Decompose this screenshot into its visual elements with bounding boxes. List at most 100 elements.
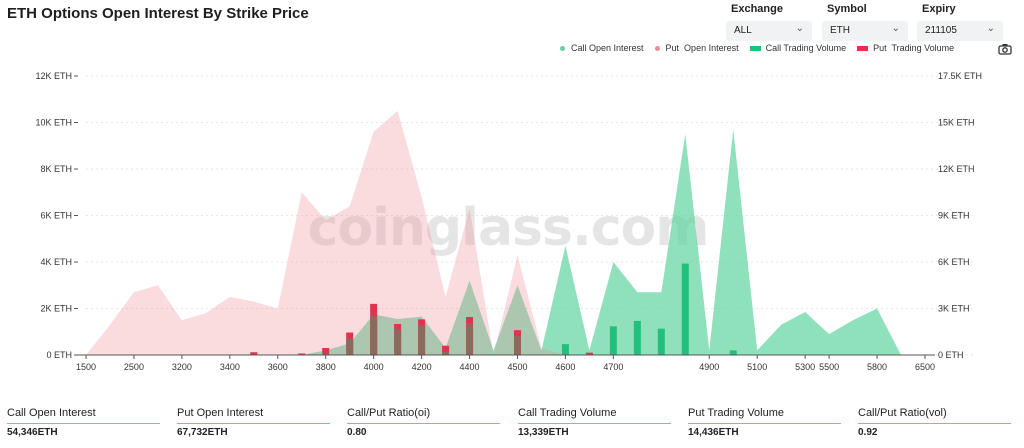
stat-value: 0.80	[347, 427, 367, 438]
y-right-tick-label: 9K ETH	[938, 211, 970, 221]
y-left-tick-label: 12K ETH	[35, 71, 72, 81]
y-left-tick-label: 8K ETH	[40, 164, 72, 174]
y-left-tick-label: 4K ETH	[40, 257, 72, 267]
symbol-value: ETH	[830, 25, 850, 36]
stat-value: 0.92	[858, 427, 878, 438]
x-tick-label: 3400	[220, 362, 240, 372]
put-volume-bar-overlay	[466, 323, 474, 355]
stat-underline	[858, 423, 1011, 424]
stat-underline	[7, 423, 160, 424]
stat-label: Put Trading Volume	[688, 407, 785, 419]
stat-value: 67,732ETH	[177, 427, 228, 438]
stat-underline	[177, 423, 330, 424]
put-volume-bar	[298, 353, 306, 355]
stat-ratio-vol: Call/Put Ratio(vol) 0.92	[858, 405, 1011, 438]
watermark: coinglass.com	[308, 198, 709, 258]
stat-underline	[347, 423, 500, 424]
x-tick-label: 3800	[316, 362, 336, 372]
x-tick-label: 4700	[603, 362, 623, 372]
legend-item-call-volume[interactable]: Call Trading Volume	[749, 43, 847, 53]
x-tick-label: 6500	[915, 362, 935, 372]
put-volume-bar-overlay	[370, 316, 378, 355]
expiry-dropdown[interactable]: 211105 ⌄	[917, 21, 1003, 41]
y-left-tick-label: 6K ETH	[40, 211, 72, 221]
legend-item-put-volume[interactable]: Put Trading Volume	[857, 43, 954, 53]
open-interest-chart: coinglass.com 12K ETH 10K ETH 8K ETH 6K ETH…	[35, 71, 982, 372]
x-tick-label: 4900	[699, 362, 719, 372]
put-volume-bar	[322, 348, 330, 355]
x-tick-label: 5800	[867, 362, 887, 372]
legend-item-put-oi[interactable]: Put Open Interest	[654, 43, 739, 53]
x-tick-label: 3600	[268, 362, 288, 372]
y-left-tick-label: 2K ETH	[40, 304, 72, 314]
put-volume-bar-overlay	[513, 336, 521, 355]
x-tick-label: 4200	[412, 362, 432, 372]
page-title: ETH Options Open Interest By Strike Pric…	[7, 5, 309, 22]
y-right-tick-label: 0 ETH	[938, 350, 964, 360]
chevron-down-icon: ⌄	[891, 23, 900, 34]
legend-marker	[749, 45, 761, 51]
y-left-tick-label: 0 ETH	[46, 350, 72, 360]
put-volume-bar-overlay	[346, 338, 354, 355]
call-volume-bar	[657, 328, 665, 355]
x-tick-label: 1500	[76, 362, 96, 372]
symbol-label: Symbol	[827, 3, 867, 15]
legend-label: Call Trading Volume	[765, 43, 847, 53]
exchange-value: ALL	[734, 25, 752, 36]
exchange-selector[interactable]: Exchange ALL ⌄	[726, 3, 812, 41]
x-tick-label: 3200	[172, 362, 192, 372]
put-volume-bar-overlay	[394, 330, 402, 355]
put-volume-bar	[585, 352, 593, 355]
stat-put-volume: Put Trading Volume 14,436ETH	[688, 405, 841, 438]
chart-axes: 12K ETH 10K ETH 8K ETH 6K ETH 4K ETH 2K ETH 0 …	[35, 71, 982, 372]
exchange-dropdown[interactable]: ALL ⌄	[726, 21, 812, 41]
expiry-value: 211105	[925, 25, 957, 36]
put-volume-bar	[442, 345, 450, 355]
legend-label: Call Open Interest	[571, 43, 644, 53]
x-tick-label: 5300	[795, 362, 815, 372]
stat-ratio-oi: Call/Put Ratio(oi) 0.80	[347, 405, 500, 438]
call-volume-bar	[681, 263, 689, 355]
y-right-tick-label: 12K ETH	[938, 164, 975, 174]
stat-put-oi: Put Open Interest 67,732ETH	[177, 405, 330, 438]
x-tick-label: 2500	[124, 362, 144, 372]
stat-call-volume: Call Trading Volume 13,339ETH	[518, 405, 671, 438]
summary-stats: Call Open Interest 54,346ETH Put Open In…	[0, 405, 1024, 448]
stat-label: Call/Put Ratio(oi)	[347, 407, 431, 419]
y-right-tick-label: 17.5K ETH	[938, 71, 982, 81]
y-right-tick-label: 6K ETH	[938, 257, 970, 267]
y-right-tick-label: 15K ETH	[938, 118, 975, 128]
symbol-dropdown[interactable]: ETH ⌄	[822, 21, 908, 41]
area-series	[86, 110, 925, 355]
y-right-tick-label: 3K ETH	[938, 304, 970, 314]
legend-item-call-oi[interactable]: Call Open Interest	[560, 43, 644, 53]
stat-call-oi: Call Open Interest 54,346ETH	[7, 405, 160, 438]
stat-label: Put Open Interest	[177, 407, 264, 419]
put-volume-bar-overlay	[418, 325, 426, 355]
stat-underline	[688, 423, 841, 424]
x-tick-label: 4000	[364, 362, 384, 372]
legend-label: Put Trading Volume	[873, 43, 955, 53]
exchange-label: Exchange	[731, 3, 783, 15]
camera-icon[interactable]	[998, 43, 1012, 55]
x-tick-label: 4400	[460, 362, 480, 372]
stat-value: 54,346ETH	[7, 427, 58, 438]
put-volume-bar	[250, 352, 258, 355]
call-open-interest-area	[86, 129, 925, 355]
x-tick-label: 4500	[507, 362, 527, 372]
bar-series	[250, 263, 737, 355]
legend-marker	[654, 45, 660, 51]
y-left-tick-label: 10K ETH	[35, 118, 72, 128]
stat-label: Call Open Interest	[7, 407, 96, 419]
stat-underline	[518, 423, 671, 424]
expiry-selector[interactable]: Expiry 211105 ⌄	[917, 3, 1003, 41]
chart-legend: Call Open Interest Put Open Interest Cal…	[560, 43, 965, 53]
stat-label: Call Trading Volume	[518, 407, 617, 419]
stat-label: Call/Put Ratio(vol)	[858, 407, 947, 419]
x-tick-label: 5100	[747, 362, 767, 372]
put-open-interest-area	[86, 110, 925, 355]
call-volume-bar	[609, 326, 617, 355]
call-volume-bar	[729, 350, 737, 355]
symbol-selector[interactable]: Symbol ETH ⌄	[822, 3, 908, 41]
put-volume-bar-overlay	[442, 351, 450, 355]
